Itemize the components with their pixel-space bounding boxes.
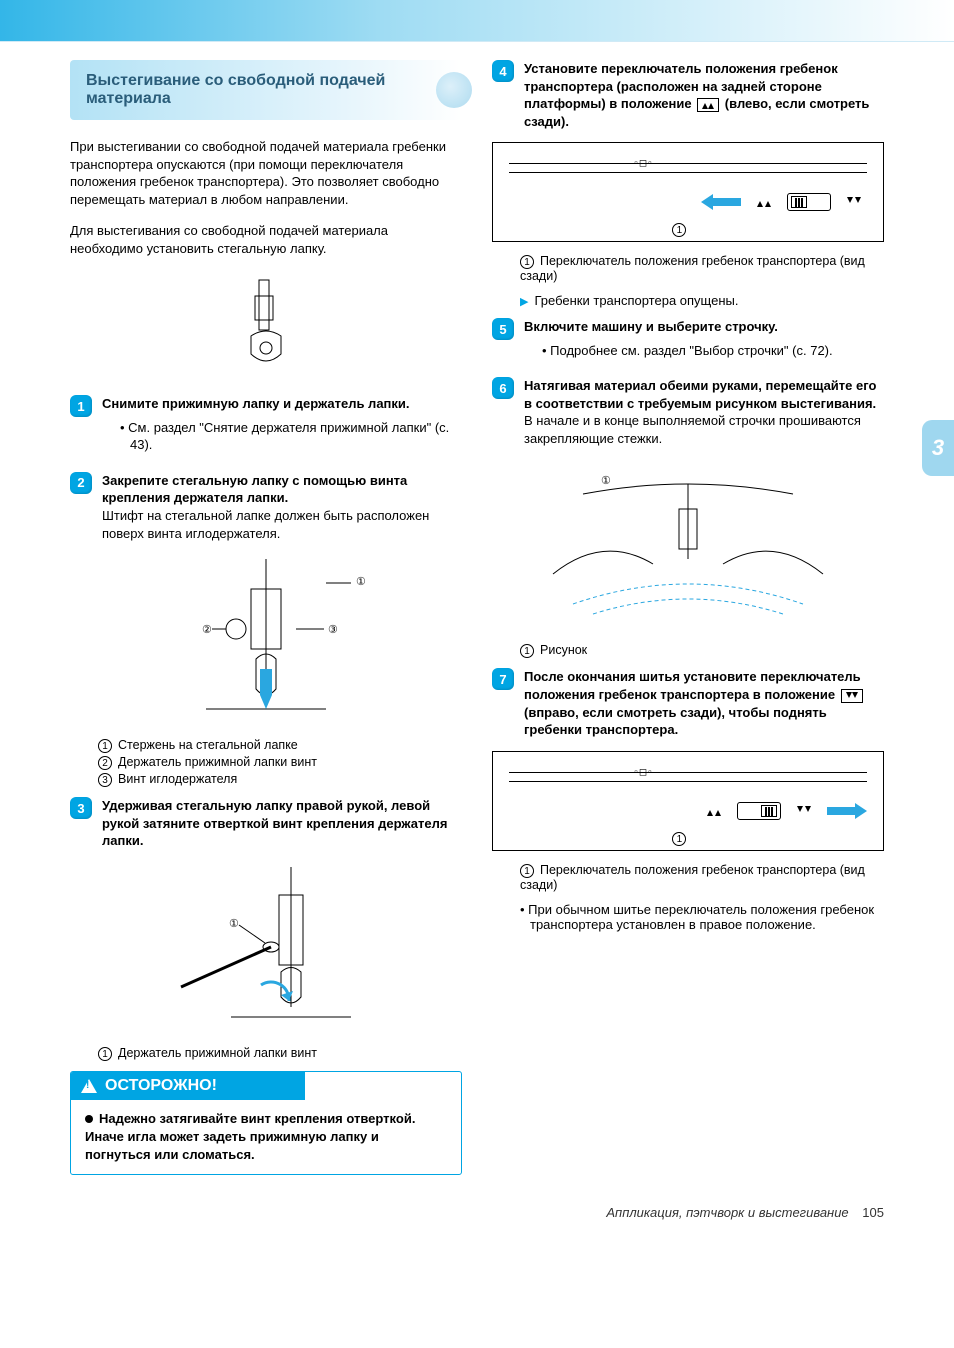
step-6-text: В начале и в конце выполняемой строчки п… bbox=[524, 412, 884, 447]
step-2-text: Штифт на стегальной лапке должен быть ра… bbox=[102, 507, 462, 542]
arrow-right-icon bbox=[827, 804, 867, 818]
svg-text:①: ① bbox=[356, 576, 366, 588]
feed-dog-down-icon bbox=[841, 689, 863, 703]
step-6-legend-1: Рисунок bbox=[540, 643, 587, 657]
footer-title: Аппликация, пэтчворк и выстегивание bbox=[606, 1205, 848, 1220]
page-footer: Аппликация, пэтчворк и выстегивание 105 bbox=[70, 1205, 884, 1220]
svg-text:①: ① bbox=[229, 918, 239, 930]
step-badge-5: 5 bbox=[492, 318, 514, 340]
arrow-left-icon bbox=[701, 195, 741, 209]
step-4: 4 Установите переключатель положения гре… bbox=[492, 60, 884, 130]
feed-down-symbol-2 bbox=[793, 804, 815, 818]
feed-up-symbol-2 bbox=[703, 804, 725, 818]
caution-box: ОСТОРОЖНО! Надежно затягивайте винт креп… bbox=[70, 1071, 462, 1176]
caution-body: Надежно затягивайте винт крепления отвер… bbox=[71, 1100, 461, 1175]
intro-paragraph-2: Для выстегивания со свободной подачей ма… bbox=[70, 222, 462, 257]
step-2-title: Закрепите стегальную лапку с помощью вин… bbox=[102, 472, 462, 507]
figure-step7-switch: ▫◻▫ 1 bbox=[492, 751, 884, 851]
step-7-title-post: (вправо, если смотреть сзади), чтобы под… bbox=[524, 705, 827, 738]
caution-title: ОСТОРОЖНО! bbox=[105, 1077, 217, 1095]
step-7-bullet: При обычном шитье переключатель положени… bbox=[520, 902, 884, 932]
step-badge-3: 3 bbox=[70, 797, 92, 819]
step-1-bullet: См. раздел "Снятие держателя прижимной л… bbox=[120, 419, 462, 454]
switch-slot-2 bbox=[737, 802, 781, 820]
step-badge-4: 4 bbox=[492, 60, 514, 82]
step-7-title-pre: После окончания шитья установите переклю… bbox=[524, 669, 861, 702]
step-7: 7 После окончания шитья установите перек… bbox=[492, 668, 884, 738]
step-3-title: Удерживая стегальную лапку правой рукой,… bbox=[102, 797, 462, 850]
step-3-legend-1: Держатель прижимной лапки винт bbox=[118, 1046, 317, 1060]
step-3: 3 Удерживая стегальную лапку правой руко… bbox=[70, 797, 462, 850]
chapter-side-tab: 3 bbox=[922, 420, 954, 476]
intro-paragraph-1: При выстегивании со свободной подачей ма… bbox=[70, 138, 462, 208]
step-4-legend-1: Переключатель положения гребенок транспо… bbox=[520, 254, 865, 283]
header-gradient-bar bbox=[0, 0, 954, 42]
step-6: 6 Натягивая материал обеими руками, пере… bbox=[492, 377, 884, 447]
right-column: 4 Установите переключатель положения гре… bbox=[492, 60, 884, 1175]
step-5: 5 Включите машину и выберите строчку. По… bbox=[492, 318, 884, 365]
left-column: Выстегивание со свободной подачей матери… bbox=[70, 60, 462, 1175]
figure-step2: ① ② ③ bbox=[136, 554, 396, 724]
svg-text:③: ③ bbox=[328, 624, 338, 636]
step-6-title: Натягивая материал обеими руками, переме… bbox=[524, 377, 884, 412]
caution-header: ОСТОРОЖНО! bbox=[71, 1072, 305, 1100]
warning-icon bbox=[81, 1079, 97, 1093]
step-7-legend-1: Переключатель положения гребенок транспо… bbox=[520, 863, 865, 892]
step-3-legend: 1Держатель прижимной лапки винт bbox=[98, 1046, 462, 1061]
step-2-legend-2: Держатель прижимной лапки винт bbox=[118, 755, 317, 769]
step-5-bullet: Подробнее см. раздел "Выбор строчки" (с.… bbox=[542, 342, 884, 360]
feed-up-symbol bbox=[753, 195, 775, 209]
step-2-legend-3: Винт иглодержателя bbox=[118, 772, 237, 786]
figure-step3: ① bbox=[156, 862, 376, 1032]
svg-text:①: ① bbox=[601, 475, 611, 487]
figure-quilting-foot bbox=[221, 271, 311, 381]
feed-dog-up-icon bbox=[697, 98, 719, 112]
switch-slot bbox=[787, 193, 831, 211]
step-6-legend: 1Рисунок bbox=[520, 643, 884, 658]
figure-step6: ① bbox=[538, 459, 838, 629]
step-5-title: Включите машину и выберите строчку. bbox=[524, 318, 884, 336]
feed-down-symbol bbox=[843, 195, 865, 209]
footer-page-number: 105 bbox=[862, 1205, 884, 1220]
step-badge-1: 1 bbox=[70, 395, 92, 417]
step-2-legend-1: Стержень на стегальной лапке bbox=[118, 738, 298, 752]
figure-step4-switch: ▫◻▫ 1 bbox=[492, 142, 884, 242]
step-2: 2 Закрепите стегальную лапку с помощью в… bbox=[70, 472, 462, 542]
step-4-note: Гребенки транспортера опущены. bbox=[520, 293, 884, 308]
step-1: 1 Снимите прижимную лапку и держатель ла… bbox=[70, 395, 462, 460]
step-4-legend: 1Переключатель положения гребенок трансп… bbox=[520, 254, 884, 283]
step-7-legend: 1Переключатель положения гребенок трансп… bbox=[520, 863, 884, 892]
svg-text:②: ② bbox=[202, 624, 212, 636]
step-1-title: Снимите прижимную лапку и держатель лапк… bbox=[102, 395, 462, 413]
step-badge-7: 7 bbox=[492, 668, 514, 690]
step-2-legend: 1Стержень на стегальной лапке 2Держатель… bbox=[98, 738, 462, 787]
step-badge-2: 2 bbox=[70, 472, 92, 494]
step-badge-6: 6 bbox=[492, 377, 514, 399]
section-heading: Выстегивание со свободной подачей матери… bbox=[70, 60, 462, 120]
